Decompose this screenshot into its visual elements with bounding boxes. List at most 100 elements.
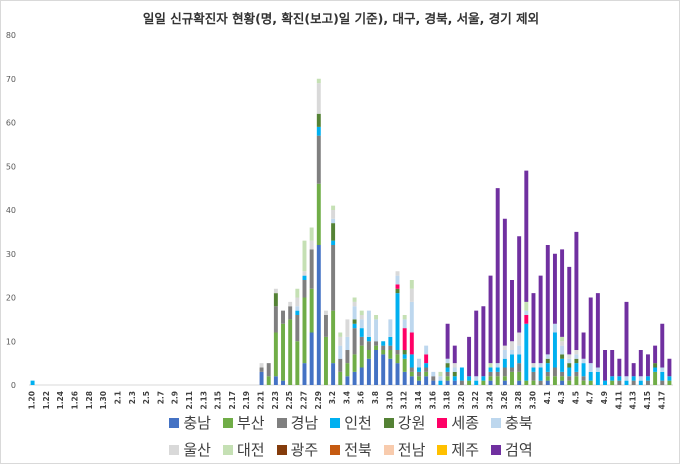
bar-segment-부산-4.1: [545, 376, 550, 381]
bar-segment-부산-4.5: [574, 376, 579, 385]
bar-segment-검역-3.24: [488, 275, 493, 364]
bar-segment-인천-4.16: [653, 367, 658, 372]
bar-segment-울산-2.28: [309, 240, 314, 250]
bar-segment-경남-3.13: [409, 367, 414, 372]
legend-swatch: [330, 444, 341, 455]
bar-segment-울산-2.21: [259, 363, 264, 368]
x-tick-label: 2.27: [299, 391, 308, 410]
bar-segment-울산-3.27: [510, 341, 514, 350]
bar-segment-충북-4.14: [638, 376, 643, 381]
bar-segment-부산-3.21: [467, 380, 472, 386]
bar-segment-강원-3.12: [402, 350, 407, 355]
bar-segment-충북-4.7: [588, 363, 593, 372]
bar-segment-인천-3.14: [417, 367, 421, 372]
bar-segment-검역-3.27: [510, 280, 514, 342]
legend-swatch: [330, 417, 341, 428]
bar-segment-강원-3.11: [395, 288, 400, 294]
bar-segment-충북-3.13: [409, 301, 414, 333]
bar-segment-경남-2.25: [288, 306, 293, 320]
legend-item-제주: 제주: [437, 439, 479, 460]
y-tick-label: 10: [6, 337, 16, 346]
x-tick-label: 3.28: [514, 391, 523, 410]
bar-segment-인천-4.6: [581, 363, 586, 377]
bar-segment-인천-3.11: [395, 293, 400, 351]
bar-segment-인천-2.26: [295, 310, 300, 316]
bar-segment-울산-4.5: [574, 350, 579, 355]
y-tick-label: 80: [6, 31, 16, 40]
bar-segment-경남-3.26: [502, 367, 507, 377]
bar-segment-세종-3.13: [409, 332, 414, 355]
bar-segment-울산-3.3: [338, 336, 343, 346]
bar-segment-충북-3.8: [374, 319, 379, 342]
bar-segment-검역-4.1: [545, 245, 550, 355]
bar-segment-강원-2.29: [316, 113, 321, 127]
x-tick-label: 1.22: [42, 391, 51, 410]
bar-segment-경남-4.6: [581, 376, 586, 381]
bar-segment-부산-3.18: [445, 376, 450, 381]
bar-segment-충북-3.22: [474, 376, 479, 381]
bar-segment-울산-3.11: [395, 271, 400, 276]
bar-segment-세종-3.12: [402, 328, 407, 351]
bar-segment-대전-3.6: [359, 310, 364, 316]
bar-segment-검역-3.25: [495, 188, 500, 364]
bar-segment-충북-4.12: [624, 376, 629, 381]
x-tick-label: 3.30: [528, 391, 537, 410]
x-tick-label: 3.6: [357, 391, 366, 404]
x-tick-label: 2.25: [285, 391, 294, 410]
legend-swatch: [383, 417, 394, 428]
legend-item-전북: 전북: [330, 439, 372, 460]
x-tick-label: 3.10: [385, 391, 394, 410]
bar-segment-부산-4.3: [560, 376, 565, 381]
bar-segment-인천-4.15: [645, 376, 650, 381]
bar-segment-충북-3.10: [388, 319, 393, 337]
bar-segment-부산-3.10: [388, 350, 393, 359]
bar-segment-경남-4.15: [645, 380, 650, 386]
bar-segment-부산-2.25: [288, 319, 293, 386]
bar-segment-충남-4.3: [560, 380, 565, 386]
bar-segment-충남-2.29: [316, 245, 321, 385]
bar-segment-대전-3.17: [438, 371, 443, 377]
x-tick-label: 2.19: [242, 391, 251, 410]
bar-segment-울산-4.4: [567, 354, 572, 359]
bar-segment-부산-3.4: [345, 363, 350, 377]
bar-segment-대전-3.12: [402, 315, 407, 320]
bar-segment-부산-2.26: [295, 341, 300, 385]
bar-segment-부산-4.10: [610, 380, 615, 386]
bar-segment-부산-3.29: [524, 380, 529, 386]
bar-segment-울산-3.19: [452, 363, 457, 368]
legend-item-전남: 전남: [383, 439, 426, 460]
legend-item-충북: 충북: [491, 412, 533, 433]
x-tick-label: 2.7: [156, 391, 165, 404]
bar-segment-인천-3.15: [424, 363, 429, 368]
y-tick-label: 50: [6, 162, 16, 171]
legend-label: 충남: [183, 414, 211, 432]
bar-segment-대전-3.24: [488, 363, 493, 368]
x-tick-label: 3.16: [428, 391, 437, 410]
legend-label: 광주: [290, 441, 319, 459]
legend: 충남 부산 경남 인천 강원 세종 충북 울산 대전 광주 전북 전남 제주 검역: [121, 412, 581, 466]
bar-segment-인천-3.10: [388, 336, 393, 346]
bar-segment-검역-3.19: [452, 345, 457, 364]
x-axis: 1.20 1.22 1.24 1.26 1.28 1.30 2.1 2.3 2.5 2.7 2.9 2…: [28, 384, 673, 410]
bar-segment-충남-3.2: [331, 363, 336, 386]
bar-segment-경남-4.17: [660, 380, 665, 386]
legend-label: 전남: [397, 441, 426, 459]
legend-label: 경남: [290, 414, 319, 432]
bar-segment-대전-3.13: [409, 280, 414, 289]
bar-segment-검역-3.21: [467, 336, 472, 377]
bar-segment-경남-4.13: [631, 380, 636, 386]
bar-segment-인천-3.2: [331, 240, 336, 246]
bar-segment-충북-3.31: [538, 363, 543, 368]
bar-segment-경남-3.18: [445, 371, 450, 377]
bar-segment-충북-4.1: [545, 354, 550, 359]
bar-segment-검역-4.10: [610, 350, 615, 377]
bars: [30, 78, 672, 386]
x-tick-label: 3.14: [414, 391, 423, 410]
bar-segment-인천-4.2: [552, 332, 557, 368]
y-tick-label: 30: [6, 250, 16, 259]
bar-segment-부산-3.1: [323, 336, 328, 386]
bar-segment-부산-2.27: [302, 297, 307, 364]
bar-segment-부산-3.3: [338, 371, 343, 386]
